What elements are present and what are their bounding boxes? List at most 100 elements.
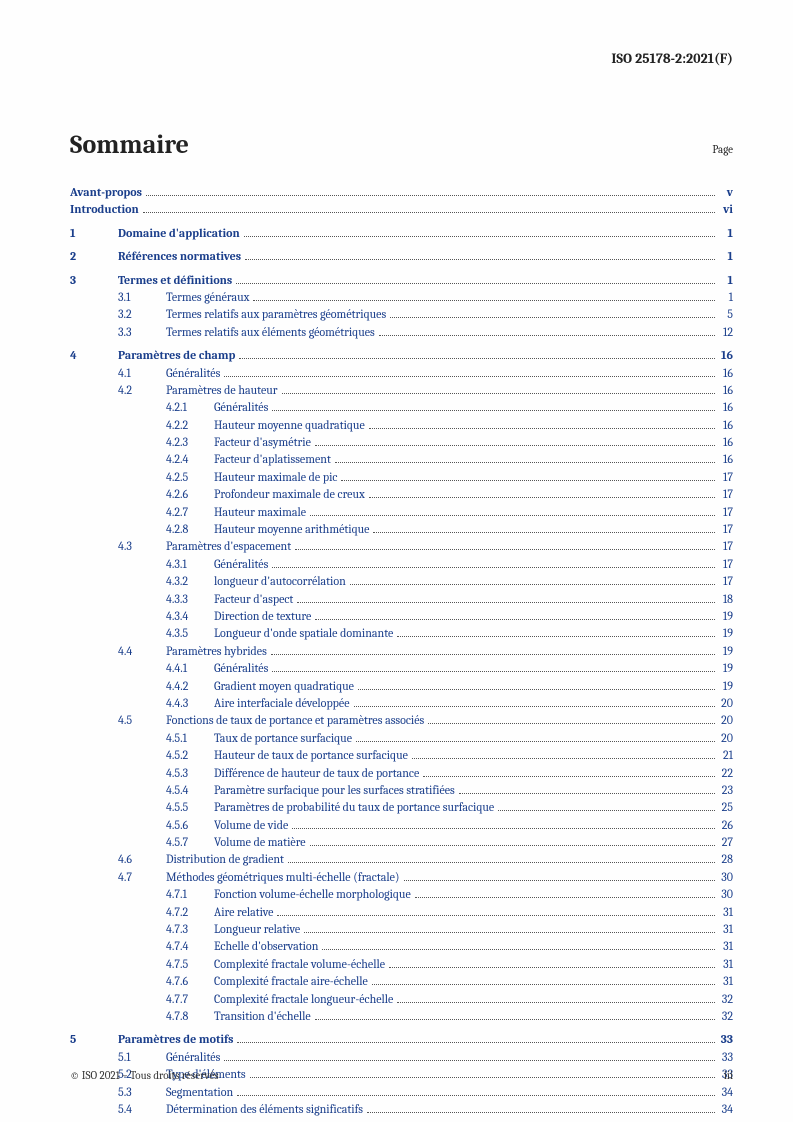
toc-leader-dots — [358, 679, 715, 689]
toc-entry[interactable]: 4Paramètres de champ16 — [70, 347, 733, 364]
toc-entry[interactable]: 4.4Paramètres hybrides19 — [70, 643, 733, 660]
toc-entry-label: Fonction volume-échelle morphologique — [214, 886, 413, 903]
toc-leader-dots — [367, 1103, 715, 1113]
toc-entry[interactable]: 4.7.3Longueur relative31 — [70, 921, 733, 938]
toc-entry-label: Echelle d'observation — [214, 938, 320, 955]
toc-entry-page: 31 — [717, 921, 733, 938]
toc-entry[interactable]: 4.5.3Différence de hauteur de taux de po… — [70, 765, 733, 782]
toc-entry-page: 12 — [717, 324, 733, 341]
toc-entry-page: 32 — [717, 1008, 733, 1025]
toc-entry[interactable]: 4.2Paramètres de hauteur16 — [70, 382, 733, 399]
toc-entry-page: 31 — [717, 938, 733, 955]
toc-entry[interactable]: 4.7.2Aire relative31 — [70, 904, 733, 921]
toc-entry[interactable]: 4.3.3Facteur d'aspect18 — [70, 591, 733, 608]
toc-entry-label: Facteur d'asymétrie — [214, 434, 313, 451]
toc-entry[interactable]: 4.2.8Hauteur moyenne arithmétique17 — [70, 521, 733, 538]
toc-entry-label: Complexité fractale volume-échelle — [214, 956, 387, 973]
toc-entry[interactable]: 5.1Généralités33 — [70, 1049, 733, 1066]
toc-leader-dots — [354, 697, 715, 707]
toc-leader-dots — [297, 592, 715, 602]
toc-entry[interactable]: 5.4Détermination des éléments significat… — [70, 1101, 733, 1118]
toc-entry[interactable]: Avant-proposv — [70, 184, 733, 201]
toc-entry[interactable]: 4.2.6Profondeur maximale de creux17 — [70, 486, 733, 503]
toc-entry-page: 34 — [717, 1084, 733, 1101]
toc-entry[interactable]: 1Domaine d'application1 — [70, 225, 733, 242]
toc-entry-label: Termes généraux — [166, 289, 251, 306]
toc-entry-number: 4.5 — [118, 712, 166, 729]
toc-entry[interactable]: 3.1Termes généraux1 — [70, 289, 733, 306]
toc-entry-page: 1 — [717, 225, 733, 242]
toc-entry[interactable]: 4.7.5Complexité fractale volume-échelle3… — [70, 956, 733, 973]
toc-entry-number: 4.2.6 — [166, 486, 214, 503]
toc-leader-dots — [143, 203, 715, 213]
toc-entry[interactable]: 4.7Méthodes géométriques multi-échelle (… — [70, 869, 733, 886]
toc-entry[interactable]: 4.5.4Paramètre surfacique pour les surfa… — [70, 782, 733, 799]
toc-leader-dots — [239, 349, 715, 359]
toc-entry-page: 26 — [717, 817, 733, 834]
toc-entry-label: Paramètres de motifs — [118, 1031, 235, 1048]
toc-entry[interactable]: Introductionvi — [70, 201, 733, 218]
toc-leader-dots — [282, 384, 715, 394]
toc-entry-page: 27 — [717, 834, 733, 851]
toc-entry[interactable]: 5.3Segmentation34 — [70, 1084, 733, 1101]
toc-entry[interactable]: 4.2.4Facteur d'aplatissement16 — [70, 451, 733, 468]
toc-entry[interactable]: 4.2.3Facteur d'asymétrie16 — [70, 434, 733, 451]
toc-entry-label: Différence de hauteur de taux de portanc… — [214, 765, 421, 782]
toc-entry-label: longueur d'autocorrélation — [214, 573, 348, 590]
toc-entry-label: Complexité fractale aire-échelle — [214, 973, 370, 990]
toc-entry[interactable]: 4.4.2Gradient moyen quadratique19 — [70, 678, 733, 695]
toc-entry[interactable]: 4.5.6Volume de vide26 — [70, 817, 733, 834]
toc-entry[interactable]: 4.2.1Généralités16 — [70, 399, 733, 416]
toc-entry-label: Généralités — [166, 1049, 222, 1066]
toc-entry[interactable]: 4.6Distribution de gradient28 — [70, 851, 733, 868]
toc-entry-page: 33 — [717, 1031, 733, 1048]
toc-entry-page: 20 — [717, 730, 733, 747]
toc-entry[interactable]: 4.2.2Hauteur moyenne quadratique16 — [70, 417, 733, 434]
toc-leader-dots — [315, 436, 715, 446]
toc-entry[interactable]: 4.4.1Généralités19 — [70, 660, 733, 677]
toc-entry-page: 19 — [717, 643, 733, 660]
toc-entry[interactable]: 5Paramètres de motifs33 — [70, 1031, 733, 1048]
toc-entry[interactable]: 4.2.5Hauteur maximale de pic17 — [70, 469, 733, 486]
toc-entry[interactable]: 4.5.1Taux de portance surfacique20 — [70, 730, 733, 747]
toc-entry[interactable]: 4.3.4Direction de texture19 — [70, 608, 733, 625]
toc-entry[interactable]: 3.2Termes relatifs aux paramètres géomét… — [70, 306, 733, 323]
toc-entry[interactable]: 4.7.8Transition d'échelle32 — [70, 1008, 733, 1025]
toc-entry[interactable]: 4.3.1Généralités17 — [70, 556, 733, 573]
toc-entry[interactable]: 3.3Termes relatifs aux éléments géométri… — [70, 324, 733, 341]
toc-entry[interactable]: 4.7.7Complexité fractale longueur-échell… — [70, 991, 733, 1008]
toc-entry-label: Domaine d'application — [118, 225, 242, 242]
page-title: Sommaire — [70, 130, 189, 160]
toc-entry[interactable]: 3Termes et définitions1 — [70, 272, 733, 289]
toc-entry[interactable]: 4.5.7Volume de matière27 — [70, 834, 733, 851]
toc-entry-page: 19 — [717, 660, 733, 677]
toc-entry[interactable]: 4.5Fonctions de taux de portance et para… — [70, 712, 733, 729]
toc-leader-dots — [423, 766, 715, 776]
toc-leader-dots — [315, 610, 715, 620]
toc-entry-label: Profondeur maximale de creux — [214, 486, 367, 503]
toc-entry[interactable]: 4.5.5Paramètres de probabilité du taux d… — [70, 799, 733, 816]
toc-entry[interactable]: 4.4.3Aire interfaciale développée20 — [70, 695, 733, 712]
toc-entry-label: Gradient moyen quadratique — [214, 678, 356, 695]
toc-entry-label: Hauteur moyenne arithmétique — [214, 521, 371, 538]
toc-entry[interactable]: 4.1Généralités16 — [70, 365, 733, 382]
toc-entry[interactable]: 4.5.2Hauteur de taux de portance surfaci… — [70, 747, 733, 764]
toc-entry[interactable]: 4.7.6Complexité fractale aire-échelle31 — [70, 973, 733, 990]
toc-entry-number: 4.7.2 — [166, 904, 214, 921]
toc-entry-number: 2 — [70, 248, 118, 265]
toc-entry[interactable]: 4.3.2longueur d'autocorrélation17 — [70, 573, 733, 590]
toc-entry[interactable]: 4.3.5Longueur d'onde spatiale dominante1… — [70, 625, 733, 642]
toc-entry-label: Hauteur maximale — [214, 504, 308, 521]
toc-entry-page: 17 — [717, 573, 733, 590]
toc-entry[interactable]: 4.7.1Fonction volume-échelle morphologiq… — [70, 886, 733, 903]
toc-entry-label: Références normatives — [118, 248, 243, 265]
toc-entry-number: 5.1 — [118, 1049, 166, 1066]
toc-entry-number: 4.7.1 — [166, 886, 214, 903]
toc-entry[interactable]: 2Références normatives1 — [70, 248, 733, 265]
toc-entry[interactable]: 4.2.7Hauteur maximale17 — [70, 504, 733, 521]
toc-entry-label: Termes relatifs aux éléments géométrique… — [166, 324, 377, 341]
page-column-label: Page — [712, 143, 733, 156]
toc-entry[interactable]: 4.3Paramètres d'espacement17 — [70, 538, 733, 555]
toc-leader-dots — [292, 818, 715, 828]
toc-entry[interactable]: 4.7.4Echelle d'observation31 — [70, 938, 733, 955]
